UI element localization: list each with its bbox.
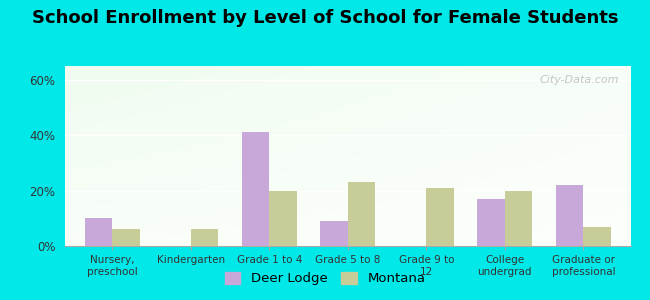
Bar xyxy=(269,190,296,246)
Bar xyxy=(320,221,348,246)
Bar xyxy=(112,230,140,246)
Bar xyxy=(556,185,584,246)
Text: School Enrollment by Level of School for Female Students: School Enrollment by Level of School for… xyxy=(32,9,618,27)
Bar xyxy=(242,133,269,246)
Bar xyxy=(584,226,611,246)
Bar xyxy=(477,199,505,246)
Bar xyxy=(190,230,218,246)
Bar xyxy=(84,218,112,246)
Legend: Deer Lodge, Montana: Deer Lodge, Montana xyxy=(219,266,431,290)
Bar xyxy=(348,182,375,246)
Bar xyxy=(505,190,532,246)
Text: City-Data.com: City-Data.com xyxy=(540,75,619,85)
Bar xyxy=(426,188,454,246)
